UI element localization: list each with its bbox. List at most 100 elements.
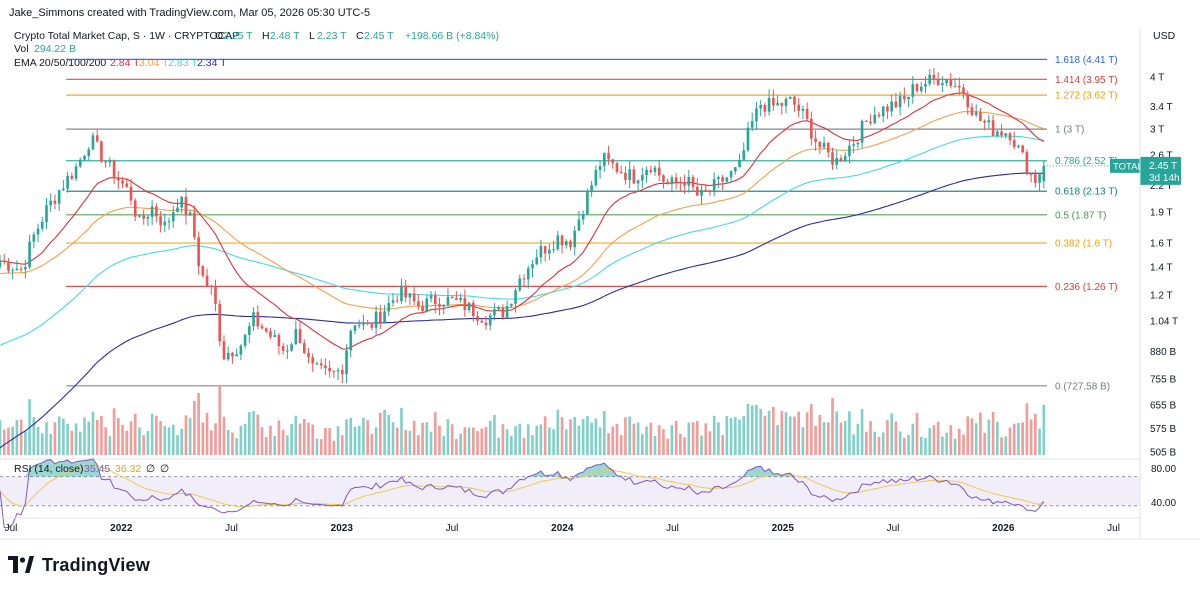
candle — [421, 300, 424, 314]
candle-body — [941, 83, 944, 86]
candle — [83, 154, 86, 162]
volume-bar — [362, 417, 365, 455]
volume-bar — [725, 416, 729, 455]
candle-body — [19, 268, 23, 270]
volume-bar — [691, 422, 695, 455]
candle — [704, 183, 708, 191]
volume-bar — [759, 408, 762, 455]
symbol-info[interactable]: Crypto Total Market Cap, S · 1W · CRYPTO… — [14, 30, 239, 42]
volume-bar — [624, 417, 627, 455]
volume-bar — [286, 435, 289, 455]
volume-bar — [1021, 422, 1024, 455]
candle — [624, 166, 627, 185]
volume-bar — [379, 412, 382, 455]
candle-body — [7, 261, 10, 271]
volume-bar — [911, 423, 915, 455]
candle — [645, 166, 648, 183]
volume-bar — [57, 416, 61, 455]
candle — [218, 299, 222, 347]
volume-bar — [1012, 423, 1016, 455]
ohlc-c-key: C — [356, 30, 364, 42]
candle — [996, 129, 999, 138]
time-axis[interactable]: Jul 2022 Jul 2023 Jul 2024 Jul 2025 Jul 2026 Jul — [5, 523, 1120, 534]
candle-body — [590, 185, 593, 191]
volume-bar — [818, 414, 822, 455]
candle-body — [514, 290, 517, 304]
volume-bar — [62, 418, 65, 455]
volume-bar — [738, 419, 741, 455]
candle-body — [767, 97, 771, 112]
volume-bar — [539, 424, 543, 455]
candle — [11, 267, 14, 280]
candle — [962, 83, 965, 99]
volume-bar — [577, 425, 581, 455]
candle — [146, 215, 150, 226]
candle-body — [214, 286, 217, 304]
candle-body — [155, 206, 158, 217]
ohlc-o-value: 2.25 T — [223, 30, 253, 42]
candle — [877, 112, 881, 119]
candle — [455, 291, 458, 301]
candle-body — [260, 326, 264, 329]
candle-body — [712, 179, 716, 191]
candle — [193, 205, 196, 240]
volume-bar — [767, 410, 771, 455]
candle-body — [95, 135, 99, 142]
candle — [45, 198, 48, 229]
volume-bar — [315, 438, 319, 455]
candle — [57, 189, 61, 211]
candle-body — [104, 161, 107, 163]
ema-value-1: 3.04 T — [139, 57, 169, 69]
volume-bar — [843, 420, 847, 455]
volume-bar — [129, 421, 133, 455]
candle-body — [328, 367, 331, 372]
candle-body — [497, 307, 500, 310]
candle-body — [755, 108, 758, 122]
candle-body — [535, 257, 539, 265]
candle — [552, 241, 555, 253]
candle — [315, 361, 319, 366]
candle-body — [1000, 131, 1003, 136]
candle — [281, 342, 285, 355]
volume-bar — [607, 433, 610, 455]
candle — [831, 147, 834, 170]
candle — [907, 96, 910, 108]
volume-bar — [670, 425, 674, 455]
volume-bar — [95, 420, 99, 455]
candle-body — [159, 216, 162, 226]
volume-bar — [488, 420, 492, 455]
candle-body — [746, 127, 750, 151]
volume-bar — [1000, 437, 1003, 455]
candle — [231, 351, 234, 364]
candle-body — [543, 246, 547, 254]
candle — [890, 94, 893, 117]
tradingview-footer[interactable]: TradingView — [8, 552, 150, 578]
candle-body — [522, 278, 526, 280]
volume-bar — [176, 435, 179, 455]
price-axis[interactable]: 4 T 3.4 T 3 T 2.6 T 2.2 T 1.9 T 1.6 T 1.4 T 1.2 … — [1150, 73, 1178, 459]
ema-50-line — [0, 111, 1044, 310]
candle-body — [277, 335, 281, 347]
symbol-tag-bg — [1110, 158, 1140, 173]
volume-bar — [150, 413, 154, 455]
volume-bar — [70, 430, 74, 455]
candle — [776, 95, 779, 106]
candle-body — [983, 120, 986, 123]
candle — [349, 329, 353, 358]
candle-body — [264, 328, 268, 332]
volume-bar — [387, 414, 391, 455]
candle-body — [607, 153, 610, 160]
candle — [577, 211, 581, 231]
candle — [184, 188, 188, 225]
candle — [894, 93, 898, 109]
volume-bar — [919, 436, 923, 455]
candle-body — [332, 371, 336, 373]
candle — [345, 344, 348, 383]
ema-label: EMA 20/50/100/200 — [14, 57, 106, 69]
candle-body — [62, 188, 65, 191]
candle — [484, 315, 488, 330]
candle — [569, 239, 572, 251]
candle — [683, 174, 686, 194]
candle — [100, 140, 103, 163]
